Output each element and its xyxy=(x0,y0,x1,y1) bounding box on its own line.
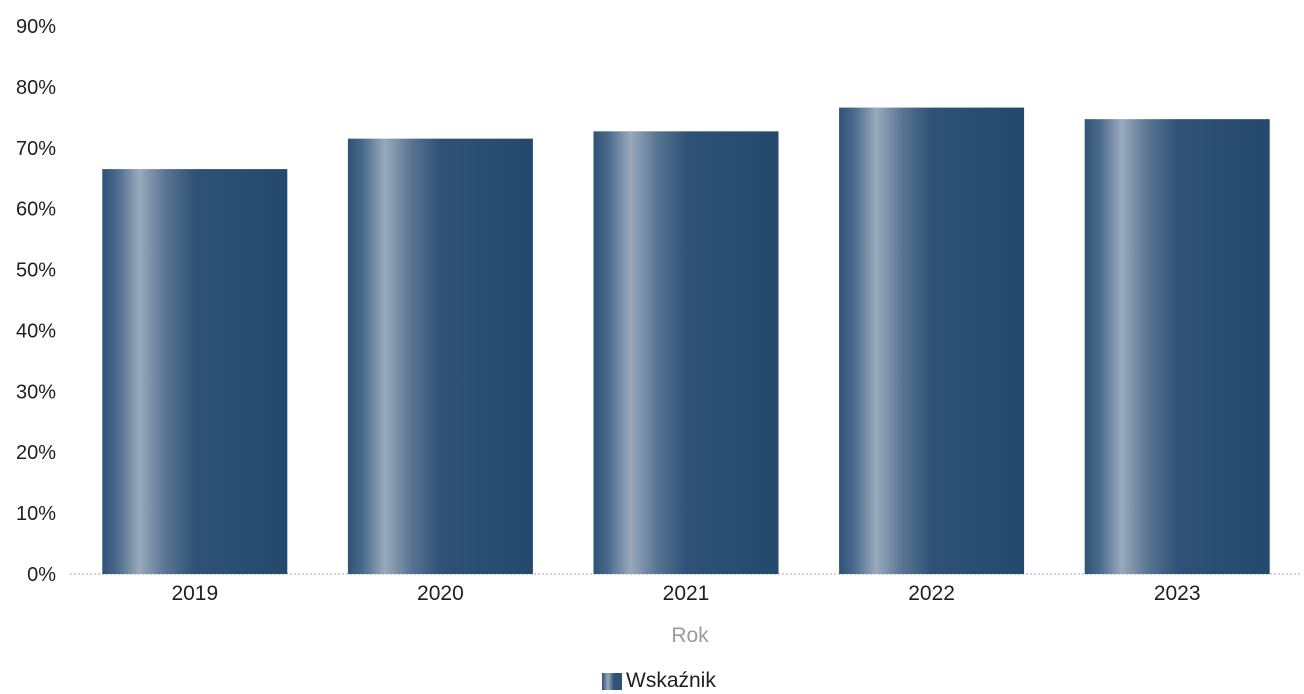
legend-label: Wskaźnik xyxy=(626,669,716,692)
y-tick-label: 10% xyxy=(16,503,56,525)
y-tick-label: 40% xyxy=(16,320,56,342)
x-tick-label: 2021 xyxy=(663,582,710,605)
y-tick-label: 30% xyxy=(16,381,56,403)
x-axis-tick-labels: 2019 2020 2021 2022 2023 xyxy=(171,582,1200,605)
bar-2022 xyxy=(839,107,1025,574)
y-tick-label: 20% xyxy=(16,442,56,464)
bar-2020 xyxy=(347,138,533,574)
bar-2019 xyxy=(102,169,288,575)
x-tick-label: 2022 xyxy=(908,582,955,605)
legend-swatch xyxy=(602,672,622,690)
y-tick-label: 90% xyxy=(16,16,56,38)
x-tick-label: 2020 xyxy=(417,582,464,605)
y-axis-tick-labels: 0% 10% 20% 30% 40% 50% 60% 70% 80% 90% xyxy=(16,16,56,586)
legend: Wskaźnik xyxy=(602,670,716,692)
y-tick-label: 60% xyxy=(16,199,56,221)
y-tick-label: 0% xyxy=(27,564,56,586)
x-axis-title: Rok xyxy=(671,624,709,647)
bar-2021 xyxy=(593,131,779,575)
y-tick-label: 80% xyxy=(16,77,56,99)
y-tick-label: 50% xyxy=(16,260,56,282)
bar-2023 xyxy=(1084,119,1270,574)
bars-group xyxy=(102,107,1270,575)
y-tick-label: 70% xyxy=(16,138,56,160)
x-tick-label: 2023 xyxy=(1154,582,1201,605)
x-tick-label: 2019 xyxy=(171,582,218,605)
